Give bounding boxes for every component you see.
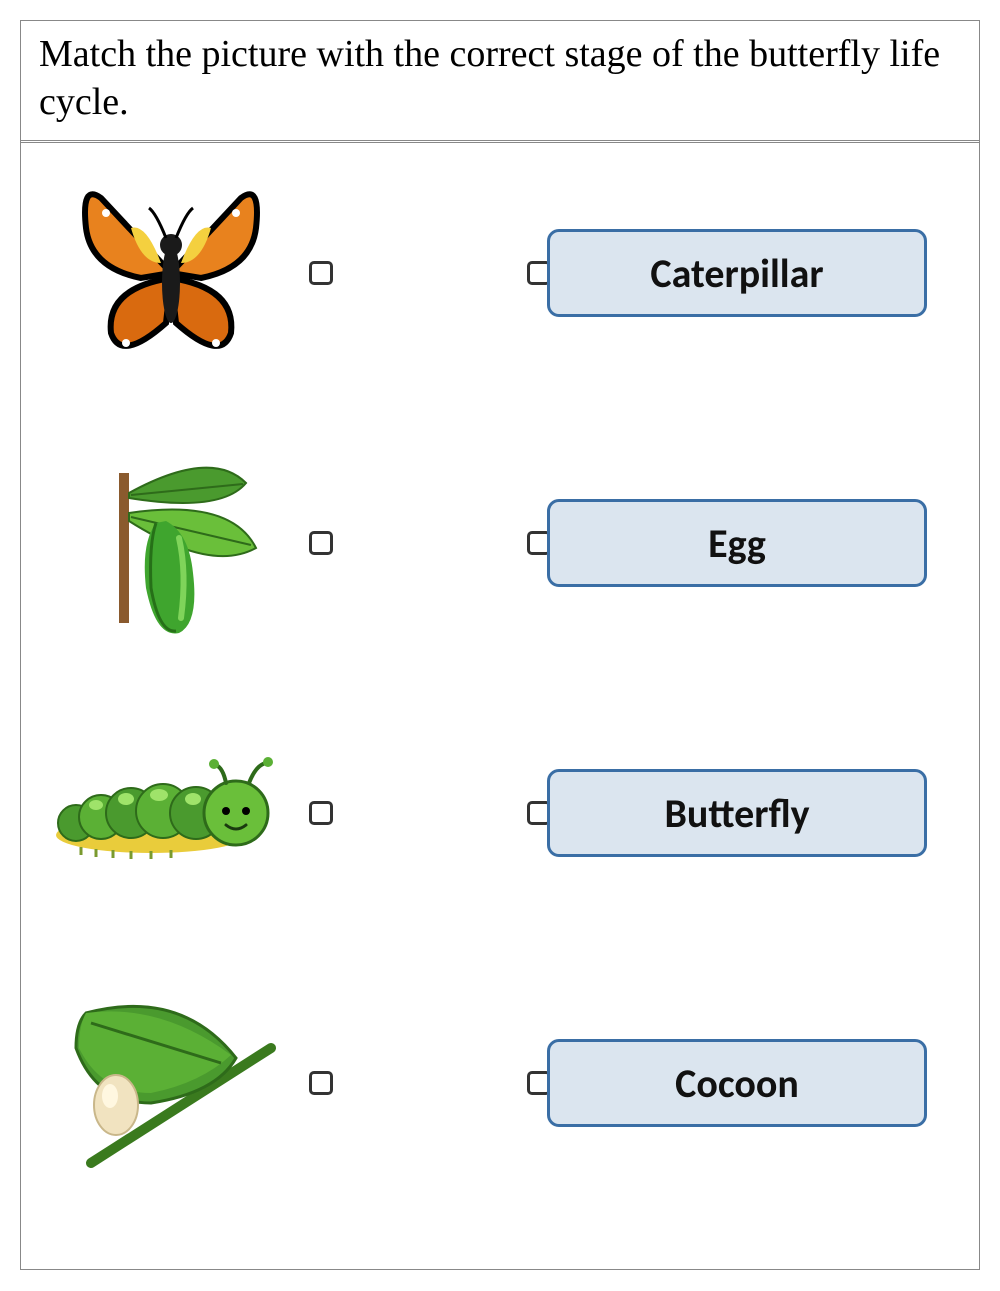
match-row-4: Cocoon: [51, 983, 949, 1183]
right-connector-2[interactable]: [511, 531, 551, 555]
label-text: Cocoon: [675, 1059, 799, 1108]
match-row-3: Butterfly: [51, 713, 949, 913]
right-connector-3[interactable]: [511, 801, 551, 825]
checkbox-icon: [309, 1071, 333, 1095]
instruction-box: Match the picture with the correct stage…: [21, 21, 979, 143]
worksheet-container: Match the picture with the correct stage…: [20, 20, 980, 1270]
picture-butterfly: [51, 173, 291, 373]
label-text: Egg: [708, 519, 766, 568]
instruction-text: Match the picture with the correct stage…: [39, 31, 961, 126]
label-text: Caterpillar: [650, 249, 823, 298]
match-row-2: Egg: [51, 443, 949, 643]
checkbox-icon: [309, 261, 333, 285]
left-connector-2[interactable]: [291, 531, 351, 555]
left-connector-4[interactable]: [291, 1071, 351, 1095]
picture-caterpillar: [51, 713, 291, 913]
left-connector-3[interactable]: [291, 801, 351, 825]
checkbox-icon: [309, 531, 333, 555]
picture-chrysalis: [51, 443, 291, 643]
matching-rows: Caterpillar: [21, 143, 979, 1213]
label-text: Butterfly: [664, 789, 809, 838]
caterpillar-icon: [51, 753, 291, 873]
match-row-1: Caterpillar: [51, 173, 949, 373]
butterfly-icon: [61, 173, 281, 373]
right-connector-1[interactable]: [511, 261, 551, 285]
checkbox-icon: [309, 801, 333, 825]
right-connector-4[interactable]: [511, 1071, 551, 1095]
chrysalis-icon: [66, 443, 276, 643]
egg-leaf-icon: [61, 993, 281, 1173]
label-box-egg[interactable]: Egg: [547, 499, 927, 587]
left-connector-1[interactable]: [291, 261, 351, 285]
label-box-butterfly[interactable]: Butterfly: [547, 769, 927, 857]
label-box-caterpillar[interactable]: Caterpillar: [547, 229, 927, 317]
label-box-cocoon[interactable]: Cocoon: [547, 1039, 927, 1127]
picture-egg-on-leaf: [51, 983, 291, 1183]
